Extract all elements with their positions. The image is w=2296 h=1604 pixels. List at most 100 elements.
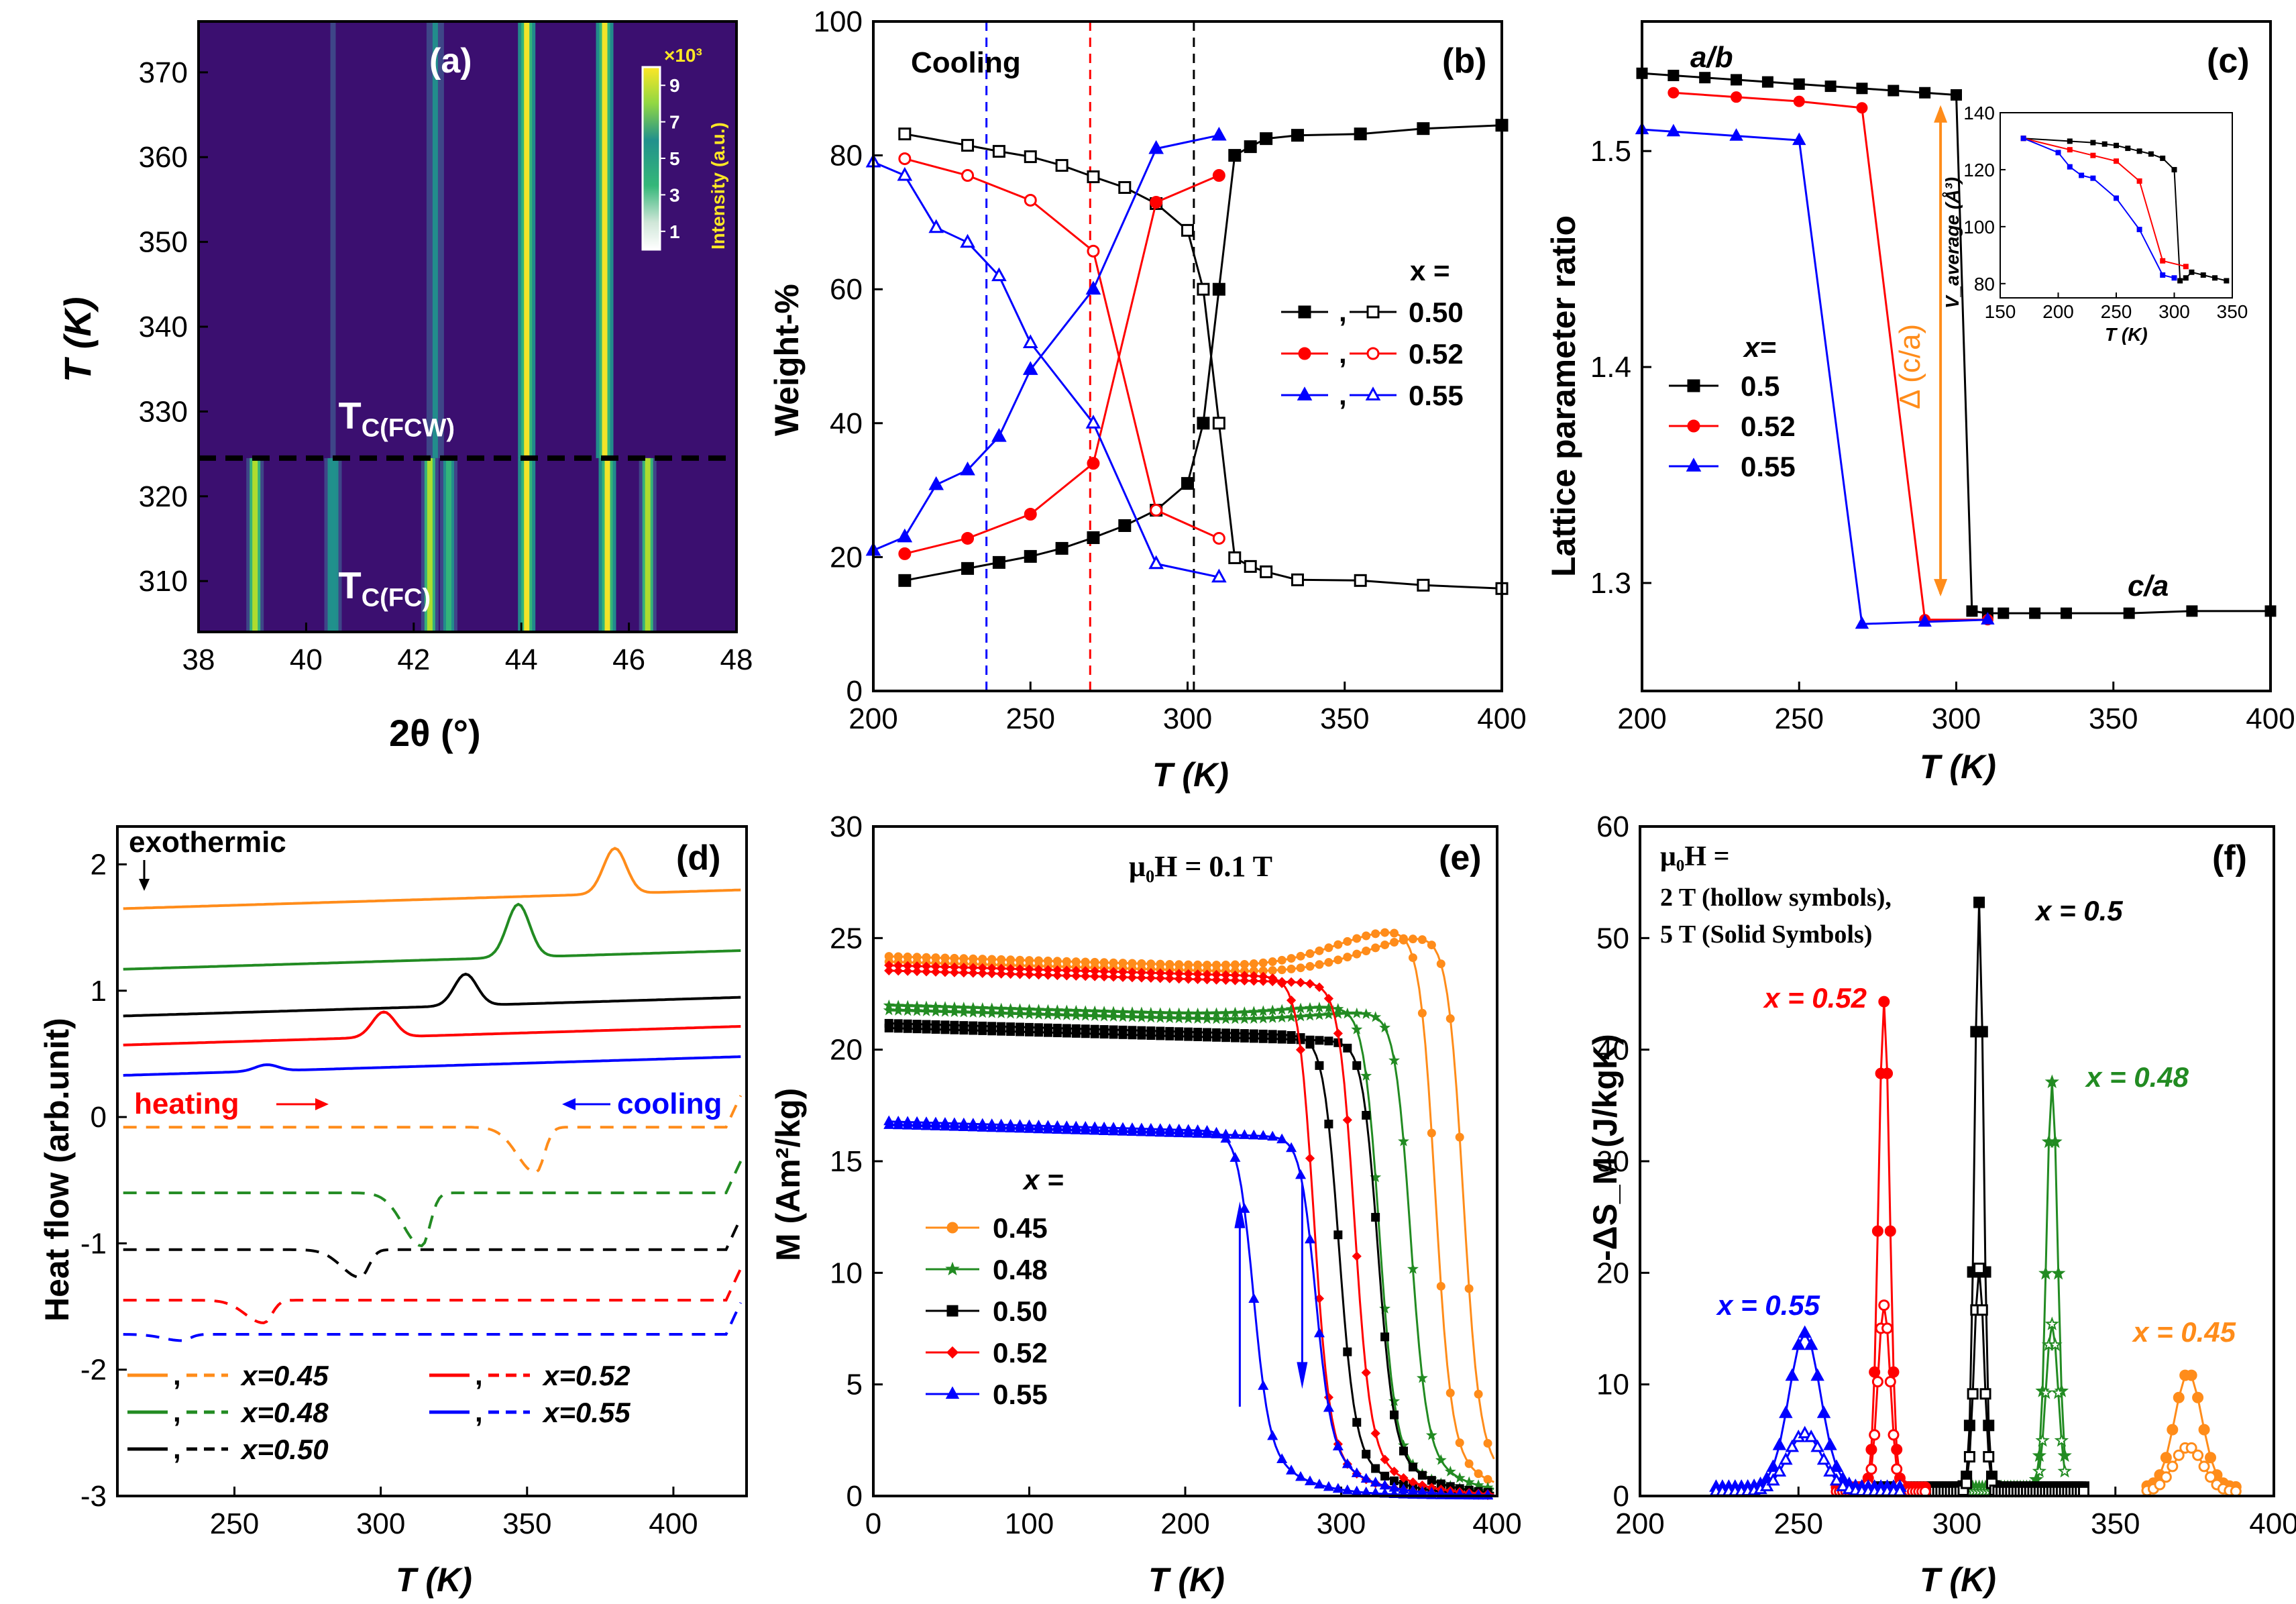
y-tick-label: 1.4 bbox=[1590, 351, 1631, 384]
data-point-filled bbox=[1087, 531, 1100, 544]
data-point bbox=[1043, 1028, 1052, 1037]
data-point-hollow bbox=[1024, 193, 1037, 207]
panel-d: 250 300 350 400 -3 -2 -1 0 1 2, x=0.45, x=0.48, x=0.… bbox=[38, 825, 748, 1599]
data-point-5T bbox=[2167, 1424, 2179, 1436]
colorbar-tick-label: 3 bbox=[669, 184, 680, 205]
data-point bbox=[1220, 1128, 1232, 1139]
inset-data-point bbox=[2136, 148, 2142, 154]
data-point bbox=[1474, 1469, 1483, 1479]
data-point bbox=[1351, 1485, 1362, 1496]
x-tick-label: 400 bbox=[2249, 1507, 2296, 1540]
data-point bbox=[1268, 966, 1277, 975]
legend-label: 0.52 bbox=[993, 1337, 1048, 1369]
data-point bbox=[1343, 953, 1352, 962]
data-point bbox=[1323, 1401, 1334, 1412]
data-point-2T bbox=[1766, 1473, 1780, 1486]
data-point bbox=[921, 967, 932, 977]
data-point-5T bbox=[2051, 1266, 2066, 1280]
colorbar-tick-label: 5 bbox=[669, 148, 680, 169]
data-point-5T bbox=[1973, 896, 1985, 908]
dsc-heating-curve bbox=[123, 1055, 741, 1077]
data-point bbox=[1342, 1115, 1352, 1125]
data-point bbox=[1314, 1293, 1325, 1303]
data-point bbox=[948, 1121, 960, 1131]
data-point-5T bbox=[1829, 1459, 1844, 1472]
data-point bbox=[1240, 975, 1250, 985]
data-point-filled bbox=[1148, 140, 1164, 154]
legend-label: 0.50 bbox=[993, 1295, 1048, 1327]
panel-e-ylabel: M (Am²/kg) bbox=[769, 1088, 807, 1261]
data-point bbox=[948, 1006, 961, 1017]
curie-label: TC(FC) bbox=[339, 564, 431, 612]
data-point bbox=[1258, 976, 1268, 986]
x-tick-label: 100 bbox=[1005, 1507, 1054, 1540]
data-point-hollow bbox=[1260, 565, 1273, 578]
data-point bbox=[1323, 1481, 1334, 1491]
data-point bbox=[1061, 1124, 1073, 1134]
data-point-5T bbox=[2048, 1134, 2063, 1148]
data-point bbox=[1668, 87, 1680, 99]
data-point-2T bbox=[1869, 1429, 1881, 1441]
data-point bbox=[1136, 973, 1147, 983]
data-point bbox=[1305, 1153, 1315, 1163]
data-point bbox=[1042, 1123, 1054, 1134]
data-point bbox=[977, 1122, 988, 1132]
data-point bbox=[1351, 1023, 1363, 1034]
legend-label: 0.55 bbox=[1741, 451, 1796, 482]
x-tick-label: 44 bbox=[505, 643, 538, 676]
data-point bbox=[1202, 975, 1212, 985]
panel-b-ylabel: Weight-% bbox=[768, 284, 806, 436]
inset-series-line bbox=[2023, 138, 2227, 282]
data-point-2T bbox=[1976, 1304, 1988, 1316]
cooling-arrowhead bbox=[562, 1098, 576, 1110]
data-point-5T bbox=[1792, 1337, 1806, 1350]
data-point bbox=[958, 1121, 969, 1132]
data-point bbox=[1146, 1031, 1156, 1040]
data-point bbox=[1240, 959, 1249, 969]
data-point bbox=[1099, 1030, 1109, 1039]
legend-marker-filled bbox=[1297, 386, 1313, 400]
data-point bbox=[921, 1120, 932, 1130]
data-point bbox=[1324, 958, 1333, 967]
series-label: x = 0.55 bbox=[1716, 1289, 1820, 1321]
data-point bbox=[969, 1026, 978, 1035]
data-point-filled bbox=[898, 574, 912, 587]
inset-data-point bbox=[2101, 141, 2108, 147]
legend-marker bbox=[945, 1261, 960, 1276]
y-tick-label: 0 bbox=[846, 675, 863, 708]
data-point bbox=[1390, 938, 1399, 947]
inset-x-tick-label: 200 bbox=[2042, 301, 2074, 322]
data-point bbox=[967, 1006, 979, 1018]
data-point bbox=[1668, 69, 1680, 81]
data-point-hollow bbox=[1244, 559, 1257, 573]
data-point bbox=[1137, 1030, 1146, 1040]
data-point bbox=[1427, 1128, 1436, 1138]
data-point bbox=[1313, 1327, 1325, 1338]
data-point bbox=[1079, 1010, 1091, 1021]
data-point-hollow bbox=[897, 166, 913, 181]
x-tick-label: 300 bbox=[1163, 702, 1212, 735]
data-point bbox=[1362, 1450, 1371, 1459]
data-point-2T bbox=[2192, 1449, 2204, 1461]
x-tick-label: 250 bbox=[1774, 1507, 1823, 1540]
data-point bbox=[1464, 1284, 1474, 1293]
data-point bbox=[1333, 955, 1343, 965]
data-point-2T bbox=[1963, 1451, 1975, 1463]
series-line bbox=[1673, 91, 1988, 621]
data-point bbox=[959, 1026, 969, 1035]
data-point bbox=[968, 968, 978, 978]
data-point bbox=[1230, 975, 1240, 985]
data-point-5T bbox=[1785, 1368, 1800, 1381]
data-point-hollow bbox=[1212, 417, 1225, 430]
data-point-5T bbox=[2160, 1452, 2172, 1464]
data-point bbox=[883, 1119, 895, 1129]
data-point bbox=[1034, 970, 1044, 980]
legend-marker bbox=[1687, 419, 1700, 433]
data-point bbox=[1315, 960, 1324, 969]
data-point bbox=[1407, 1485, 1419, 1495]
data-point bbox=[1126, 1011, 1138, 1022]
panel-e-legend-title: x = bbox=[1022, 1164, 1064, 1195]
data-point bbox=[1295, 1045, 1306, 1055]
data-point-filled bbox=[1211, 126, 1227, 141]
y-tick-label: 80 bbox=[830, 140, 863, 172]
